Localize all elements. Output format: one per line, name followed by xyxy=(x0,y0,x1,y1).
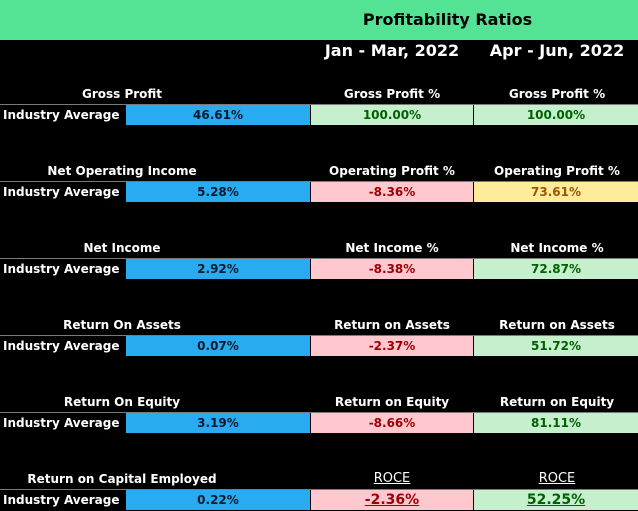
q1-metric-header: Return on Equity xyxy=(334,395,450,409)
divider xyxy=(0,335,638,336)
section-title: Net Income xyxy=(83,241,161,255)
section-gross-profit: Gross Profit Gross Profit % Gross Profit… xyxy=(0,84,638,125)
industry-average-label: Industry Average xyxy=(0,413,125,433)
section-title: Return on Capital Employed xyxy=(27,472,217,486)
industry-average-label: Industry Average xyxy=(0,105,125,125)
divider xyxy=(0,489,638,490)
industry-average-label: Industry Average xyxy=(0,490,125,510)
page-title: Profitability Ratios xyxy=(362,10,533,29)
q2-metric-header: Net Income % xyxy=(510,241,604,255)
q1-value[interactable]: -8.38% xyxy=(311,259,473,279)
q2-value[interactable]: 73.61% xyxy=(474,182,638,202)
section-return-on-equity: Return On Equity Return on Equity Return… xyxy=(0,392,638,433)
industry-average-value[interactable]: 2.92% xyxy=(126,259,310,279)
header-bar xyxy=(0,0,638,40)
q1-metric-header: Return on Assets xyxy=(334,318,450,332)
q2-value[interactable]: 51.72% xyxy=(474,336,638,356)
q1-value[interactable]: 100.00% xyxy=(311,105,473,125)
industry-average-label: Industry Average xyxy=(0,259,125,279)
industry-average-value[interactable]: 3.19% xyxy=(126,413,310,433)
industry-average-label: Industry Average xyxy=(0,336,125,356)
section-title: Return On Assets xyxy=(63,318,181,332)
section-net-operating-income: Net Operating Income Operating Profit % … xyxy=(0,161,638,202)
q1-metric-header: Gross Profit % xyxy=(343,87,441,101)
section-return-on-capital-employed: Return on Capital Employed ROCE ROCE Ind… xyxy=(0,469,638,510)
q2-metric-header: Gross Profit % xyxy=(508,87,606,101)
industry-average-value[interactable]: 0.07% xyxy=(126,336,310,356)
divider xyxy=(0,412,638,413)
q2-metric-header: Operating Profit % xyxy=(494,164,620,178)
q2-value[interactable]: 81.11% xyxy=(474,413,638,433)
section-title: Net Operating Income xyxy=(47,164,197,178)
q2-metric-header: Return on Equity xyxy=(499,395,615,409)
q2-metric-header: Return on Assets xyxy=(499,318,615,332)
industry-average-value[interactable]: 5.28% xyxy=(126,182,310,202)
q1-value[interactable]: -8.66% xyxy=(311,413,473,433)
q1-metric-header: ROCE xyxy=(373,471,411,486)
q1-value[interactable]: -2.36% xyxy=(311,490,473,510)
q1-metric-header: Operating Profit % xyxy=(329,164,455,178)
q1-metric-header: Net Income % xyxy=(345,241,439,255)
q2-value[interactable]: 72.87% xyxy=(474,259,638,279)
industry-average-label: Industry Average xyxy=(0,182,125,202)
industry-average-value[interactable]: 46.61% xyxy=(126,105,310,125)
q1-value[interactable]: -8.36% xyxy=(311,182,473,202)
divider xyxy=(0,258,638,259)
section-return-on-assets: Return On Assets Return on Assets Return… xyxy=(0,315,638,356)
period-q1-heading: Jan - Mar, 2022 xyxy=(324,41,460,60)
industry-average-value[interactable]: 0.22% xyxy=(126,490,310,510)
divider xyxy=(0,181,638,182)
section-net-income: Net Income Net Income % Net Income % Ind… xyxy=(0,238,638,279)
q2-metric-header: ROCE xyxy=(538,471,576,486)
section-title: Gross Profit xyxy=(81,87,163,101)
divider xyxy=(0,104,638,105)
section-title: Return On Equity xyxy=(63,395,181,409)
q2-value[interactable]: 100.00% xyxy=(474,105,638,125)
q2-value[interactable]: 52.25% xyxy=(474,490,638,510)
q1-value[interactable]: -2.37% xyxy=(311,336,473,356)
period-q2-heading: Apr - Jun, 2022 xyxy=(489,41,625,60)
